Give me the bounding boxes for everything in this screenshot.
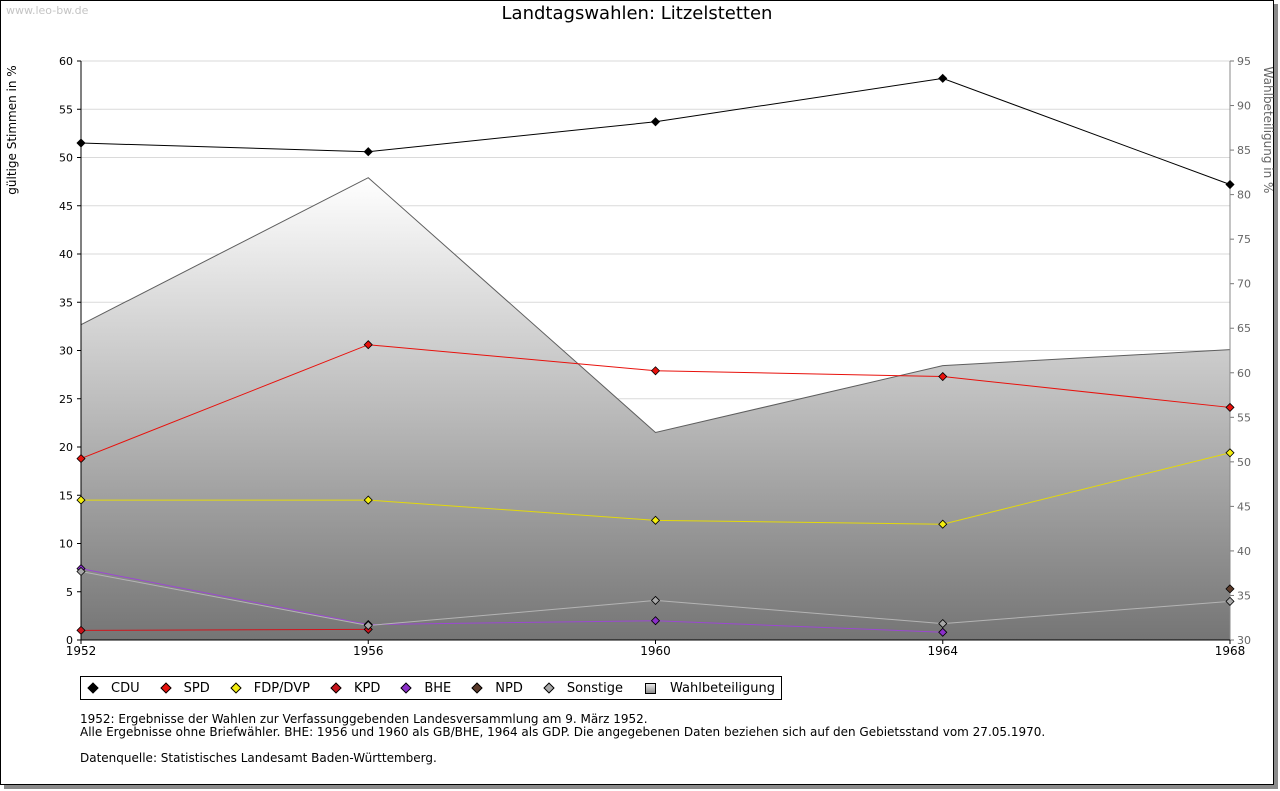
legend-marker-wahlbeteiligung <box>645 682 657 694</box>
y-tick-label: 15 <box>59 489 73 502</box>
series-line-cdu <box>80 77 1231 185</box>
point-fdp-dvp-1960 <box>650 515 661 525</box>
series-line-kpd <box>80 628 369 631</box>
y-tick-label: 55 <box>59 103 73 116</box>
wahlbeteiligung-area <box>81 177 1230 640</box>
y-tick-label: 25 <box>59 393 73 406</box>
y2-tick-label: 30 <box>1237 634 1251 647</box>
legend-marker-sonstige <box>543 682 555 694</box>
point-fdp-dvp-1964 <box>938 519 948 529</box>
legend-marker-fdp-dvp <box>230 682 242 694</box>
y-tick-label: 50 <box>59 152 73 165</box>
legend-item-npd: NPD <box>471 680 523 696</box>
y2-tick-label: 75 <box>1237 233 1251 246</box>
legend-item-cdu: CDU <box>87 680 140 696</box>
legend-label: Sonstige <box>566 680 624 696</box>
y-tick-label: 30 <box>59 345 73 358</box>
legend-item-wahlbeteiligung: Wahlbeteiligung <box>645 681 775 696</box>
legend-item-kpd: KPD <box>330 680 381 696</box>
y-tick-label: 35 <box>59 296 73 309</box>
point-spd-1956 <box>363 340 373 350</box>
point-sonstige-1952 <box>76 566 86 577</box>
point-cdu-1960 <box>650 117 661 127</box>
data-source: Datenquelle: Statistisches Landesamt Bad… <box>80 751 437 765</box>
legend-marker-npd <box>471 682 483 694</box>
point-spd-1968 <box>1225 402 1235 413</box>
chart-title: Landtagswahlen: Litzelstetten <box>501 3 773 24</box>
legend-marker-spd <box>159 682 172 694</box>
y-tick-label: 20 <box>59 441 73 454</box>
y2-tick-label: 70 <box>1237 278 1251 291</box>
point-fdp-dvp-1968 <box>1225 448 1235 458</box>
watermark: www.leo-bw.de <box>6 4 89 17</box>
legend-item-fdp-dvp: FDP/DVP <box>230 680 310 696</box>
y2-tick-label: 35 <box>1237 589 1251 602</box>
legend-label: Wahlbeteiligung <box>670 680 776 696</box>
point-sonstige-1956 <box>363 620 373 631</box>
y2-tick-label: 60 <box>1237 367 1251 380</box>
legend-marker-cdu <box>87 682 99 694</box>
legend-label: FDP/DVP <box>253 680 310 696</box>
y-tick-label: 45 <box>59 200 73 213</box>
footnote-general: Alle Ergebnisse ohne Briefwähler. BHE: 1… <box>80 725 1046 739</box>
point-spd-1964 <box>938 371 948 382</box>
y2-tick-label: 95 <box>1237 55 1251 68</box>
legend-label: KPD <box>353 680 381 696</box>
y-tick-label: 5 <box>66 586 73 599</box>
point-sonstige-1960 <box>650 595 661 606</box>
point-fdp-dvp-1956 <box>363 495 373 505</box>
point-fdp-dvp-1952 <box>76 495 86 505</box>
x-tick-label-1968: 1968 <box>1215 644 1246 658</box>
y-tick-label: 0 <box>66 634 73 647</box>
x-tick-label-1960: 1960 <box>640 644 671 658</box>
point-sonstige-1964 <box>938 619 948 629</box>
y2-tick-label: 80 <box>1237 189 1251 202</box>
legend-item-spd: SPD <box>159 680 210 696</box>
point-cdu-1952 <box>76 138 86 148</box>
legend-label: CDU <box>111 680 140 696</box>
legend-marker-bhe <box>400 682 412 694</box>
chart: 0 5 10 15 20 25 30 35 40 45 50 55 60 30 35 40 45 50 55 60 65… <box>5 55 1275 658</box>
point-cdu-1964 <box>938 73 948 83</box>
legend-item-sonstige: Sonstige <box>543 680 624 696</box>
point-cdu-1956 <box>363 147 373 157</box>
y-tick-label: 60 <box>59 55 73 68</box>
y2-tick-label: 65 <box>1237 322 1251 335</box>
y-tick-label: 40 <box>59 248 73 261</box>
x-tick-label-1964: 1964 <box>927 644 958 658</box>
y2-axis-title: Wahlbeteiligung in % <box>1261 67 1275 194</box>
wahlbeteiligung-line <box>80 177 1231 433</box>
legend-marker-kpd <box>330 682 342 694</box>
legend-label: NPD <box>495 680 523 696</box>
legend-label: BHE <box>424 680 452 696</box>
y2-tick-label: 55 <box>1237 411 1251 424</box>
y-axis-title: gültige Stimmen in % <box>5 65 19 194</box>
point-bhe-1960 <box>650 616 661 626</box>
point-spd-1952 <box>76 454 86 464</box>
x-tick-label-1952: 1952 <box>66 644 97 658</box>
point-kpd-1952 <box>76 625 86 635</box>
y2-tick-label: 85 <box>1237 144 1251 157</box>
legend-label: SPD <box>183 680 210 696</box>
footnotes: 1952: Ergebnisse der Wahlen zur Verfassu… <box>80 713 1045 765</box>
legend: CDU SPD FDP/DVP KPD BHE NPD Sonstige Wahlbeteil… <box>80 676 783 700</box>
y-tick-label: 10 <box>59 538 73 551</box>
legend-item-bhe: BHE <box>400 680 452 696</box>
point-spd-1960 <box>650 366 661 376</box>
point-npd-1968 <box>1225 584 1235 594</box>
y2-tick-label: 50 <box>1237 456 1251 469</box>
footnote-1952: 1952: Ergebnisse der Wahlen zur Verfassu… <box>80 712 648 726</box>
series-line-bhe <box>80 568 943 633</box>
y2-tick-label: 45 <box>1237 500 1251 513</box>
y2-tick-label: 40 <box>1237 545 1251 558</box>
y2-tick-label: 90 <box>1237 100 1251 113</box>
x-tick-label-1956: 1956 <box>353 644 384 658</box>
point-cdu-1968 <box>1225 179 1235 190</box>
point-sonstige-1968 <box>1225 596 1235 606</box>
point-bhe-1964 <box>938 627 948 637</box>
